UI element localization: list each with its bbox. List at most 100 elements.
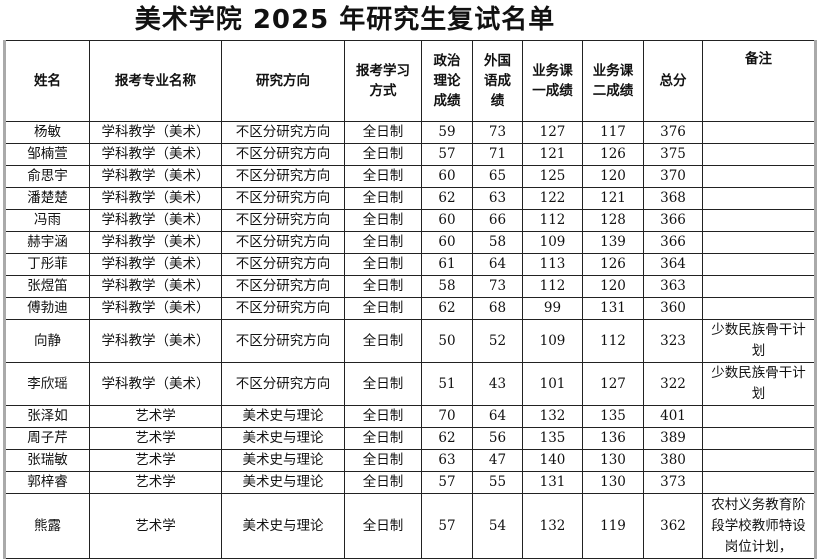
cell-foreign: 63 xyxy=(472,187,523,210)
cell-politics: 62 xyxy=(421,187,473,210)
cell-note xyxy=(702,253,816,276)
cell-major: 艺术学 xyxy=(89,471,222,494)
cell-major: 艺术学 xyxy=(89,427,222,450)
cell-direction: 美术史与理论 xyxy=(221,405,345,428)
cell-mode: 全日制 xyxy=(344,165,422,188)
cell-mode: 全日制 xyxy=(344,297,422,320)
cell-name: 郭梓睿 xyxy=(4,471,90,494)
cell-foreign: 43 xyxy=(472,362,523,406)
cell-politics: 60 xyxy=(421,165,473,188)
cell-total: 366 xyxy=(643,231,703,254)
cell-foreign: 64 xyxy=(472,405,523,428)
table-row: 丁彤菲 学科教学（美术） 不区分研究方向 全日制 61 64 113 126 364 xyxy=(4,253,816,276)
cell-note xyxy=(702,165,816,188)
cell-name: 张煜笛 xyxy=(4,275,90,298)
cell-direction: 美术史与理论 xyxy=(221,471,345,494)
cell-mode: 全日制 xyxy=(344,449,422,472)
cell-note xyxy=(702,275,816,298)
cell-note xyxy=(702,209,816,232)
cell-total: 380 xyxy=(643,449,703,472)
cell-foreign: 54 xyxy=(472,493,523,559)
cell-major: 学科教学（美术） xyxy=(89,362,222,406)
cell-major: 学科教学（美术） xyxy=(89,275,222,298)
header-row: 姓名 报考专业名称 研究方向 报考学习方式 政治理论成绩 外国语成绩 业务课一成绩 业务课二成… xyxy=(4,40,816,122)
cell-note xyxy=(702,427,816,450)
cell-major: 学科教学（美术） xyxy=(89,231,222,254)
cell-foreign: 64 xyxy=(472,253,523,276)
cell-total: 323 xyxy=(643,319,703,363)
cell-note xyxy=(702,297,816,320)
candidate-table: 姓名 报考专业名称 研究方向 报考学习方式 政治理论成绩 外国语成绩 业务课一成绩 业务课二成… xyxy=(3,40,817,559)
cell-total: 389 xyxy=(643,427,703,450)
cell-course1: 109 xyxy=(522,231,583,254)
cell-direction: 不区分研究方向 xyxy=(221,121,345,144)
cell-course1: 127 xyxy=(522,121,583,144)
cell-foreign: 71 xyxy=(472,143,523,166)
cell-direction: 不区分研究方向 xyxy=(221,297,345,320)
cell-major: 艺术学 xyxy=(89,449,222,472)
column-header: 业务课一成绩 xyxy=(522,40,583,122)
cell-course2: 126 xyxy=(582,143,644,166)
cell-note xyxy=(702,449,816,472)
cell-total: 376 xyxy=(643,121,703,144)
cell-note: 农村义务教育阶段学校教师特设岗位计划， xyxy=(702,493,816,559)
cell-total: 366 xyxy=(643,209,703,232)
cell-total: 322 xyxy=(643,362,703,406)
cell-politics: 70 xyxy=(421,405,473,428)
cell-mode: 全日制 xyxy=(344,427,422,450)
cell-total: 360 xyxy=(643,297,703,320)
cell-total: 401 xyxy=(643,405,703,428)
cell-direction: 不区分研究方向 xyxy=(221,362,345,406)
cell-politics: 60 xyxy=(421,231,473,254)
cell-mode: 全日制 xyxy=(344,187,422,210)
cell-mode: 全日制 xyxy=(344,231,422,254)
column-header: 政治理论成绩 xyxy=(421,40,473,122)
cell-note xyxy=(702,143,816,166)
table-row: 张煜笛 学科教学（美术） 不区分研究方向 全日制 58 73 112 120 363 xyxy=(4,275,816,298)
cell-politics: 58 xyxy=(421,275,473,298)
cell-course1: 140 xyxy=(522,449,583,472)
table-row: 向静 学科教学（美术） 不区分研究方向 全日制 50 52 109 112 323 少数民族骨干计… xyxy=(4,319,816,363)
cell-direction: 不区分研究方向 xyxy=(221,187,345,210)
cell-total: 373 xyxy=(643,471,703,494)
cell-course2: 130 xyxy=(582,449,644,472)
cell-major: 学科教学（美术） xyxy=(89,297,222,320)
cell-total: 368 xyxy=(643,187,703,210)
table-row: 周子芹 艺术学 美术史与理论 全日制 62 56 135 136 389 xyxy=(4,427,816,450)
table-row: 俞思宇 学科教学（美术） 不区分研究方向 全日制 60 65 125 120 370 xyxy=(4,165,816,188)
cell-course2: 131 xyxy=(582,297,644,320)
cell-politics: 62 xyxy=(421,427,473,450)
cell-foreign: 66 xyxy=(472,209,523,232)
table-row: 冯雨 学科教学（美术） 不区分研究方向 全日制 60 66 112 128 366 xyxy=(4,209,816,232)
cell-course2: 128 xyxy=(582,209,644,232)
cell-direction: 不区分研究方向 xyxy=(221,165,345,188)
cell-course2: 120 xyxy=(582,165,644,188)
cell-mode: 全日制 xyxy=(344,471,422,494)
cell-direction: 不区分研究方向 xyxy=(221,209,345,232)
cell-name: 潘楚楚 xyxy=(4,187,90,210)
cell-total: 362 xyxy=(643,493,703,559)
cell-politics: 60 xyxy=(421,209,473,232)
cell-course2: 120 xyxy=(582,275,644,298)
cell-course2: 135 xyxy=(582,405,644,428)
cell-foreign: 73 xyxy=(472,121,523,144)
cell-name: 熊露 xyxy=(4,493,90,559)
cell-course1: 121 xyxy=(522,143,583,166)
cell-mode: 全日制 xyxy=(344,121,422,144)
cell-name: 张泽如 xyxy=(4,405,90,428)
cell-course1: 131 xyxy=(522,471,583,494)
cell-note: 少数民族骨干计划 xyxy=(702,319,816,363)
cell-total: 375 xyxy=(643,143,703,166)
cell-major: 学科教学（美术） xyxy=(89,143,222,166)
cell-name: 张瑞敏 xyxy=(4,449,90,472)
cell-foreign: 56 xyxy=(472,427,523,450)
cell-total: 363 xyxy=(643,275,703,298)
cell-politics: 57 xyxy=(421,143,473,166)
cell-direction: 不区分研究方向 xyxy=(221,319,345,363)
cell-note xyxy=(702,231,816,254)
cell-note xyxy=(702,405,816,428)
column-header: 业务课二成绩 xyxy=(582,40,644,122)
column-header: 报考专业名称 xyxy=(89,40,222,122)
cell-course1: 99 xyxy=(522,297,583,320)
cell-politics: 51 xyxy=(421,362,473,406)
